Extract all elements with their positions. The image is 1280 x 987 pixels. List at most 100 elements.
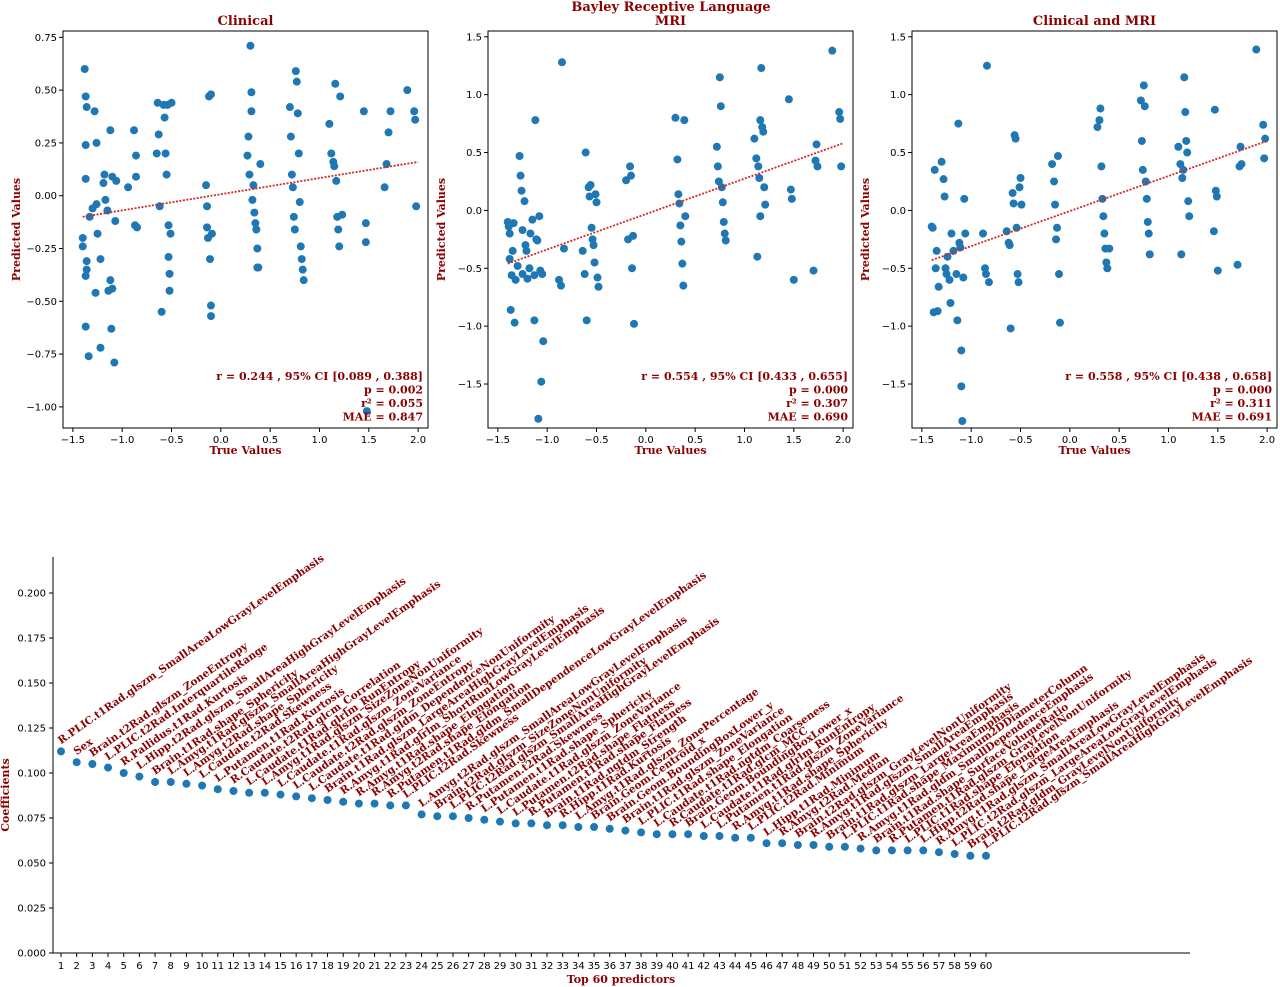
data-point [91,288,100,297]
y-axis-label: Predicted Values [10,178,23,281]
coefficient-point [950,850,959,858]
data-point [515,152,524,161]
x-tick-label: 50 [823,961,836,972]
stats-line: r = 0.554 , 95% CI [0.433 , 0.655] [641,370,848,383]
data-point [627,171,636,180]
data-point [587,223,596,232]
x-axis-label: True Values [1058,444,1130,457]
data-point [286,132,295,141]
coefficient-point [699,832,708,840]
data-point [334,225,343,234]
data-point [712,142,721,151]
x-tick-label: 18 [321,961,334,972]
data-point [1011,134,1020,143]
data-point [161,149,170,158]
coefficient-point [856,844,865,853]
stats-line: r² = 0.055 [361,397,423,410]
coefficient-point [213,785,222,794]
x-tick-label: 9 [183,961,189,972]
x-tick-label: 53 [870,961,883,972]
coefficient-point [558,821,567,830]
stats-line: r² = 0.307 [786,397,848,410]
data-point [292,77,301,86]
data-point [1136,96,1145,105]
x-tick-label: 13 [243,961,256,972]
x-tick-label: 2.0 [1259,435,1275,446]
data-point [961,229,970,238]
y-tick-label: 0.0 [890,206,906,217]
x-tick-label: 48 [791,961,804,972]
data-point [1052,235,1061,244]
x-tick-label: 1.0 [312,435,328,446]
data-point [837,162,846,171]
data-point [287,170,296,179]
regression-line [82,161,419,218]
data-point [592,198,601,207]
x-tick-label: 58 [948,961,961,972]
x-tick-label: 15 [274,961,287,972]
y-axis-label: Predicted Values [435,178,448,281]
data-point [581,148,590,157]
data-point [132,172,140,181]
data-point [124,183,133,192]
data-point [931,264,940,273]
data-point [530,316,539,325]
data-point [674,190,683,199]
data-point [589,241,598,250]
data-point [1095,116,1104,125]
data-point [167,98,176,107]
x-tick-label: 0.5 [687,435,703,446]
data-point [1100,229,1109,238]
data-point [164,221,173,230]
data-point [1048,160,1057,169]
stats-line: r = 0.558 , 95% CI [0.438 , 0.658] [1065,370,1272,383]
x-tick-label: 6 [136,961,142,972]
data-point [206,312,215,321]
stats-line: MAE = 0.690 [768,411,849,424]
scatter-panel-1: Clinical −1.5 −1.0 −0.5 0.0 0.5 1.0 1.5 2.0 −1.00… [10,14,429,457]
coefficient-point [637,828,646,837]
coefficient-point [88,760,97,768]
y-tick-label: 0.125 [17,724,46,735]
x-tick-label: 1.5 [1210,435,1226,446]
data-point [96,255,105,264]
x-tick-label: −1.5 [61,435,85,446]
data-point [112,176,121,185]
data-point [679,281,688,290]
coefficient-point [386,801,395,810]
x-tick-label: 19 [337,961,350,972]
data-point [256,160,265,169]
data-point [1142,194,1151,203]
coefficient-point [793,841,802,849]
y-tick-label: 0.50 [35,86,57,97]
x-tick-label: 30 [509,961,522,972]
chart-panels: Clinical−1.5 −1.0 −0.5 0.0 0.5 1.0 1.5 2.0−1.00… [0,14,1278,986]
data-point [538,270,547,279]
data-point [537,377,546,386]
data-point [382,160,391,169]
plot-frame [911,30,1278,429]
x-tick-label: 51 [839,961,852,972]
data-point [1017,200,1026,209]
data-point [106,126,115,135]
data-point [253,244,262,253]
y-tick-label: 1.0 [466,90,482,101]
data-point [1139,81,1148,90]
data-point [336,92,345,101]
y-axis-label: Coefficients [0,758,12,831]
data-point [809,266,818,275]
x-tick-label: 41 [682,961,695,972]
y-tick-label: 1.5 [890,32,906,43]
y-tick-label: 0.00 [35,191,57,202]
coefficient-point [825,842,834,851]
data-point [294,149,303,158]
data-point [533,236,542,245]
data-point [958,417,967,426]
data-point [81,92,90,101]
data-point [380,183,389,192]
data-point [516,171,525,180]
stats-line: MAE = 0.847 [343,411,423,424]
data-point [108,284,117,293]
coefficient-point [809,841,818,849]
